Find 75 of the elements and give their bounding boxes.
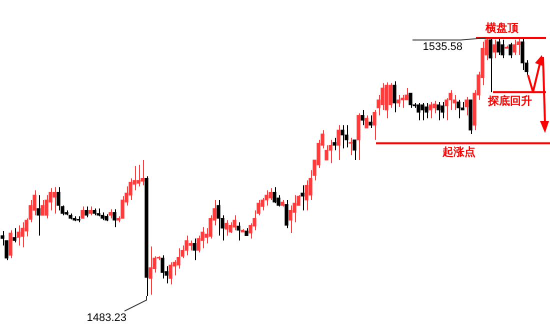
candlestick — [492, 39, 496, 59]
candlestick — [36, 194, 40, 236]
candlestick — [272, 186, 276, 204]
candlestick — [420, 102, 424, 121]
candlestick — [392, 80, 396, 113]
candlestick — [396, 94, 400, 108]
candlestick — [136, 164, 140, 187]
candlestick — [336, 124, 340, 161]
candlestick — [160, 254, 164, 279]
candlestick — [348, 137, 352, 156]
candlestick — [168, 262, 172, 285]
candlestick — [300, 184, 304, 211]
ref-line-label: 探底回升 — [487, 94, 532, 108]
candlestick — [236, 222, 240, 242]
candlestick — [228, 222, 232, 234]
candlestick — [328, 139, 332, 164]
candlestick — [140, 160, 144, 186]
candlestick — [400, 94, 404, 108]
candlestick — [196, 235, 200, 253]
candlestick — [464, 96, 468, 116]
candlestick — [120, 196, 124, 219]
candlestick — [44, 194, 48, 219]
candlestick — [352, 139, 356, 161]
candlestick — [372, 109, 376, 140]
candlestick — [192, 238, 196, 261]
candlestick — [16, 224, 20, 246]
candlestick — [40, 200, 44, 216]
candlestick — [108, 208, 112, 219]
candlestick — [284, 200, 288, 229]
ref-line-label: 横盘顶 — [484, 21, 520, 34]
candlestick — [232, 214, 236, 231]
candlestick — [224, 220, 228, 236]
candlestick — [360, 109, 364, 126]
candlestick — [56, 186, 60, 211]
candlestick — [52, 186, 56, 214]
candlestick — [408, 92, 412, 108]
candlestick — [488, 38, 492, 93]
candlestick — [340, 124, 344, 149]
candlestick — [496, 38, 500, 56]
candlestick — [84, 206, 88, 218]
candlestick — [520, 38, 524, 70]
candlestick — [260, 197, 264, 211]
candlestick — [416, 102, 420, 121]
candlestick — [112, 208, 116, 228]
candlestick — [516, 38, 520, 56]
candlestick — [304, 180, 308, 211]
candlestick — [324, 144, 328, 161]
annotation: 1535.58 — [422, 40, 462, 53]
candlestick — [500, 39, 504, 59]
candlestick — [388, 82, 392, 108]
candlestick — [508, 42, 512, 59]
candlestick — [288, 204, 292, 234]
candlestick — [12, 228, 16, 243]
ref-line-label: 起涨点 — [442, 146, 476, 159]
candlestick — [80, 206, 84, 219]
candlestick — [368, 114, 372, 129]
candlestick — [424, 102, 428, 119]
candlestick — [148, 246, 152, 296]
candlestick — [200, 226, 204, 249]
candlestick — [432, 100, 436, 114]
candlestick — [456, 99, 460, 119]
candlestick — [184, 235, 188, 256]
candlestick — [436, 101, 440, 121]
candlestick — [20, 222, 24, 248]
candlestick — [512, 39, 516, 56]
candlestick — [8, 230, 12, 259]
candlestick — [216, 200, 220, 236]
candlestick — [188, 240, 192, 251]
candlestick — [344, 124, 348, 148]
candlestick — [440, 101, 444, 119]
candlestick — [428, 101, 432, 119]
candlestick — [332, 137, 336, 151]
text: 1483.23 — [86, 312, 126, 324]
candlestick — [452, 94, 456, 110]
candlestick — [364, 114, 368, 129]
